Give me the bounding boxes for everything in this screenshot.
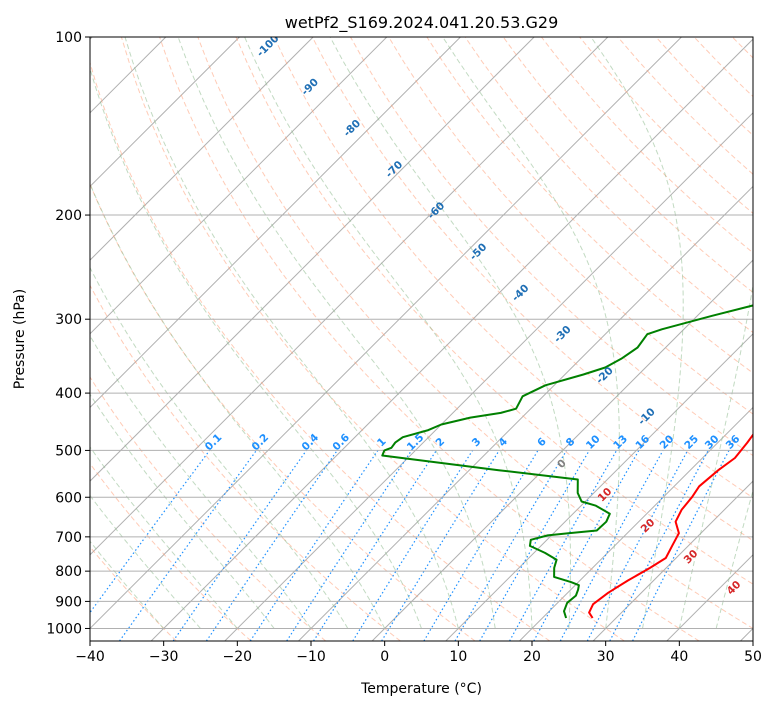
mixing-ratio-line bbox=[381, 450, 500, 641]
y-tick-label: 900 bbox=[55, 594, 82, 610]
mixing-ratio-line bbox=[172, 450, 307, 641]
x-tick-label: 40 bbox=[670, 649, 688, 665]
dry-adiabat-line bbox=[388, 37, 753, 415]
dry-adiabat-line bbox=[90, 61, 550, 641]
dry-adiabat-line bbox=[90, 284, 401, 641]
y-tick-label: 1000 bbox=[46, 621, 82, 637]
moist-adiabat-line bbox=[244, 37, 533, 629]
y-tick-label: 300 bbox=[55, 312, 82, 328]
y-tick-label: 600 bbox=[55, 490, 82, 506]
mixing-ratio-line bbox=[286, 450, 413, 641]
isotherm-line bbox=[90, 37, 461, 409]
y-tick-label: 800 bbox=[55, 564, 82, 580]
isotherm-line bbox=[445, 333, 753, 641]
isotherm-line bbox=[90, 37, 314, 261]
moist-adiabat-line bbox=[90, 182, 386, 629]
dewpoint-profile-line bbox=[381, 304, 753, 619]
moist-adiabat-line bbox=[90, 266, 349, 629]
moist-adiabat-line bbox=[90, 334, 312, 629]
x-axis-label: Temperature (°C) bbox=[360, 681, 482, 697]
dry-adiabat-line bbox=[90, 546, 177, 641]
x-tick-label: −20 bbox=[223, 649, 253, 665]
y-tick-label: 700 bbox=[55, 530, 82, 546]
isotherm-line bbox=[298, 185, 753, 641]
isotherm-line bbox=[592, 480, 753, 641]
mixing-ratio-line bbox=[205, 450, 338, 641]
dry-adiabat-line bbox=[159, 37, 700, 641]
y-axis-label: Pressure (hPa) bbox=[12, 289, 28, 389]
y-tick-label: 500 bbox=[55, 443, 82, 459]
moist-adiabat-line bbox=[177, 37, 496, 629]
moist-adiabat-line bbox=[329, 37, 571, 629]
moist-adiabat-line bbox=[678, 282, 753, 629]
mixing-ratio-line bbox=[249, 450, 379, 641]
isotherm-line bbox=[90, 37, 240, 188]
moist-adiabat-line bbox=[590, 37, 684, 629]
dry-adiabat-line bbox=[120, 37, 625, 641]
moist-adiabat-line bbox=[90, 66, 422, 629]
mixing-ratio-line bbox=[509, 450, 618, 641]
temperature-profile-line bbox=[588, 433, 753, 619]
isotherm-line bbox=[371, 259, 753, 641]
x-tick-label: −40 bbox=[75, 649, 105, 665]
mixing-ratio-line bbox=[632, 450, 730, 641]
y-tick-label: 100 bbox=[55, 30, 82, 46]
y-tick-label: 200 bbox=[55, 208, 82, 224]
dry-adiabat-line bbox=[197, 37, 753, 630]
background-lines bbox=[90, 37, 753, 641]
x-tick-label: 10 bbox=[449, 649, 467, 665]
isotherm-line bbox=[519, 406, 753, 641]
x-tick-label: 20 bbox=[523, 649, 541, 665]
x-tick-label: −10 bbox=[296, 649, 326, 665]
mixing-ratio-line bbox=[90, 450, 211, 614]
dry-adiabat-line bbox=[235, 37, 753, 585]
x-axis: −40 −30 −20 −10 0 10 20 30 40 50 bbox=[75, 641, 762, 665]
moist-adiabat-line bbox=[715, 488, 753, 629]
dry-adiabat-line bbox=[311, 37, 753, 499]
x-tick-label: 0 bbox=[380, 649, 389, 665]
dry-adiabat-line bbox=[90, 376, 327, 641]
mixing-ratio-line bbox=[559, 450, 664, 641]
x-tick-label: −30 bbox=[149, 649, 179, 665]
isotherm-line bbox=[90, 37, 682, 630]
dry-adiabat-line bbox=[90, 462, 252, 641]
dry-adiabat-line bbox=[426, 37, 753, 374]
x-tick-label: 30 bbox=[597, 649, 615, 665]
y-axis: 100 200 300 400 500 600 700 800 900 1000 bbox=[46, 30, 90, 637]
x-tick-label: 50 bbox=[744, 649, 762, 665]
moist-adiabat-line bbox=[442, 37, 620, 629]
mixing-ratio-line bbox=[312, 450, 437, 641]
chart-title: wetPf2_S169.2024.041.20.53.G29 bbox=[285, 13, 559, 33]
moist-adiabat-line bbox=[124, 37, 459, 629]
dry-adiabat-line bbox=[502, 37, 753, 294]
plot-frame bbox=[89, 36, 754, 642]
mixing-ratio-line bbox=[533, 450, 640, 641]
isotherm-line bbox=[90, 37, 535, 482]
y-tick-label: 400 bbox=[55, 386, 82, 402]
isotherm-line bbox=[224, 112, 753, 641]
mixing-ratio-line bbox=[119, 450, 257, 641]
sounding-profiles bbox=[381, 304, 753, 619]
isotherm-line bbox=[150, 38, 753, 641]
isotherm-line bbox=[90, 37, 609, 556]
